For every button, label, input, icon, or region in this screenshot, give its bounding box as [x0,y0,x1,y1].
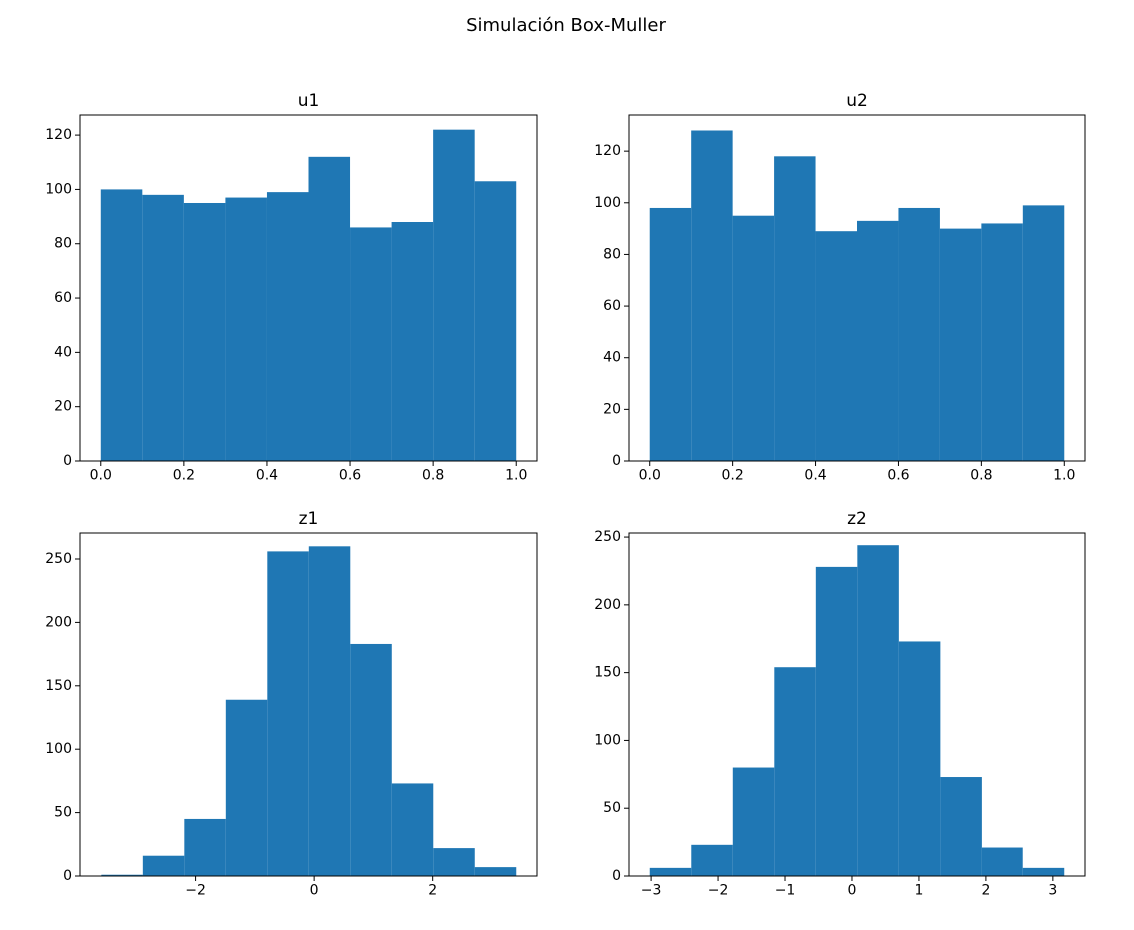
histogram-bar [774,667,816,876]
y-tick-label: 100 [45,181,72,197]
histogram-bar [940,777,982,876]
histogram-bar [774,156,816,462]
axes-frame [79,114,538,462]
histogram-bar [898,641,941,876]
y-tick-label: 20 [603,401,621,417]
y-tick-label: 120 [45,127,72,143]
histogram-bar [433,848,475,876]
histogram-bar [1022,867,1065,876]
histogram-bar [981,223,1023,461]
histogram-bar [308,156,351,462]
x-tick-label: 0.4 [804,468,826,484]
histogram-bar [649,867,692,876]
y-tick-label: 250 [45,551,72,567]
histogram-bar [184,818,226,876]
y-tick-label: 150 [594,665,621,681]
x-tick-label: 0 [848,883,857,899]
histogram-bar [101,874,143,876]
y-tick-label: 100 [594,195,621,211]
y-tick-label: 120 [594,143,621,159]
y-tick-label: 0 [63,453,72,469]
histogram-bar [649,207,692,461]
histogram-bar [474,181,517,461]
x-tick-label: 0.0 [639,468,661,484]
x-tick-label: 0.6 [339,468,361,484]
y-tick-label: 80 [54,236,72,252]
subplot-title: u1 [298,91,320,111]
histogram-bar [267,551,309,876]
histogram-bar [691,844,733,876]
y-tick-label: 40 [603,350,621,366]
x-tick-label: 1 [914,883,923,899]
histogram-bar [142,194,184,461]
x-tick-label: 2 [981,883,990,899]
y-tick-label: 200 [594,597,621,613]
x-tick-label: 0.8 [970,468,992,484]
histogram-bar [391,783,434,876]
histogram-bar [225,197,267,461]
histogram-bar [350,227,392,461]
x-tick-label: 0.0 [90,468,112,484]
histogram-bar [142,855,185,876]
axes-frame [628,114,1086,462]
x-tick-label: 0.2 [173,468,195,484]
y-tick-label: 60 [603,298,621,314]
x-tick-label: 3 [1048,883,1057,899]
histogram-bar [815,566,858,876]
histogram-bar [308,546,351,876]
subplot-title: u2 [846,91,868,111]
x-tick-label: −2 [185,883,206,899]
histogram-bar [981,847,1023,876]
y-tick-label: 0 [612,868,621,884]
histogram-bar [815,231,857,461]
x-tick-label: −2 [708,883,729,899]
histogram-bar [474,867,517,876]
y-tick-label: 0 [63,868,72,884]
x-tick-label: −3 [641,883,662,899]
x-tick-label: 0.8 [422,468,444,484]
y-tick-label: 50 [603,800,621,816]
histogram-bar [433,129,475,461]
histogram-bar [691,130,733,461]
x-tick-label: 0.4 [256,468,278,484]
histogram-bar [939,228,982,461]
histogram-bar [732,215,775,461]
y-tick-label: 80 [603,246,621,262]
y-tick-label: 150 [45,678,72,694]
histogram-bar [732,767,775,876]
y-tick-label: 250 [594,529,621,545]
histogram-bar [100,189,143,462]
histogram-bar [391,222,434,461]
x-tick-label: −1 [775,883,796,899]
y-tick-label: 100 [594,732,621,748]
histogram-bar [266,192,309,461]
axes-frame [628,532,1086,877]
histogram-bar [225,699,268,876]
histogram-bar [898,207,940,461]
axes-frame [79,532,538,877]
y-tick-label: 40 [54,344,72,360]
subplot-title: z1 [299,509,319,529]
x-tick-label: 1.0 [505,468,527,484]
subplot-title: z2 [847,509,867,529]
histogram-bar [857,545,899,876]
x-tick-label: 2 [428,883,437,899]
y-tick-label: 60 [54,290,72,306]
histogram-bar [857,220,899,461]
x-tick-label: 0.6 [887,468,909,484]
x-tick-label: 0.2 [722,468,744,484]
y-tick-label: 100 [45,741,72,757]
histogram-bar [350,643,392,876]
x-tick-label: 1.0 [1053,468,1075,484]
histogram-bar [183,202,226,461]
y-tick-label: 50 [54,805,72,821]
y-tick-label: 20 [54,399,72,415]
y-tick-label: 0 [612,453,621,469]
x-tick-label: 0 [310,883,319,899]
y-tick-label: 200 [45,614,72,630]
figure-title: Simulación Box-Muller [466,15,666,36]
histogram-bar [1022,205,1065,461]
